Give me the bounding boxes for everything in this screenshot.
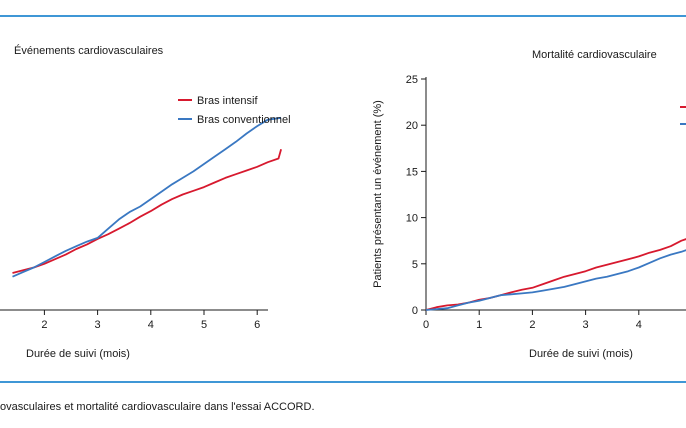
right-y-tick-label: 5 — [412, 259, 418, 271]
right-x-tick-label: 1 — [476, 319, 482, 331]
legend-label-intensive: Bras intensif — [197, 95, 258, 107]
right-x-axis-label: Durée de suivi (mois) — [529, 348, 633, 360]
right-series-conventional-line — [425, 249, 686, 311]
left-series-intensive-line — [12, 148, 282, 274]
right-y-tick-label: 10 — [406, 213, 418, 225]
right-y-axis-label: Patients présentant un événement (%) — [372, 100, 384, 288]
right-x-tick-label: 4 — [636, 319, 642, 331]
right-y-tick-label: 25 — [406, 74, 418, 86]
left-x-tick-label: 3 — [95, 319, 101, 331]
legend-label-conventional: Bras conventionnel — [197, 114, 291, 126]
right-x-tick-label: 3 — [583, 319, 589, 331]
left-series-conventional-line — [12, 116, 282, 278]
right-series-intensive-line — [425, 238, 686, 311]
bottom-rule — [0, 381, 686, 383]
right-x-tick-label: 2 — [529, 319, 535, 331]
left-x-axis-label: Durée de suivi (mois) — [26, 348, 130, 360]
right-y-tick-label: 0 — [412, 305, 418, 317]
right-chart-title: Mortalité cardiovasculaire — [532, 49, 657, 61]
left-chart-title: Événements cardiovasculaires — [14, 44, 164, 57]
left-x-tick-label: 6 — [254, 319, 260, 331]
left-x-tick-label: 4 — [148, 319, 154, 331]
figure-caption: ovasculaires et mortalité cardiovasculai… — [0, 401, 315, 413]
right-y-tick-label: 20 — [406, 120, 418, 132]
right-x-tick-label: 0 — [423, 319, 429, 331]
left-x-tick-label: 5 — [201, 319, 207, 331]
right-y-tick-label: 15 — [406, 166, 418, 178]
top-rule — [0, 15, 686, 17]
left-x-tick-label: 2 — [41, 319, 47, 331]
